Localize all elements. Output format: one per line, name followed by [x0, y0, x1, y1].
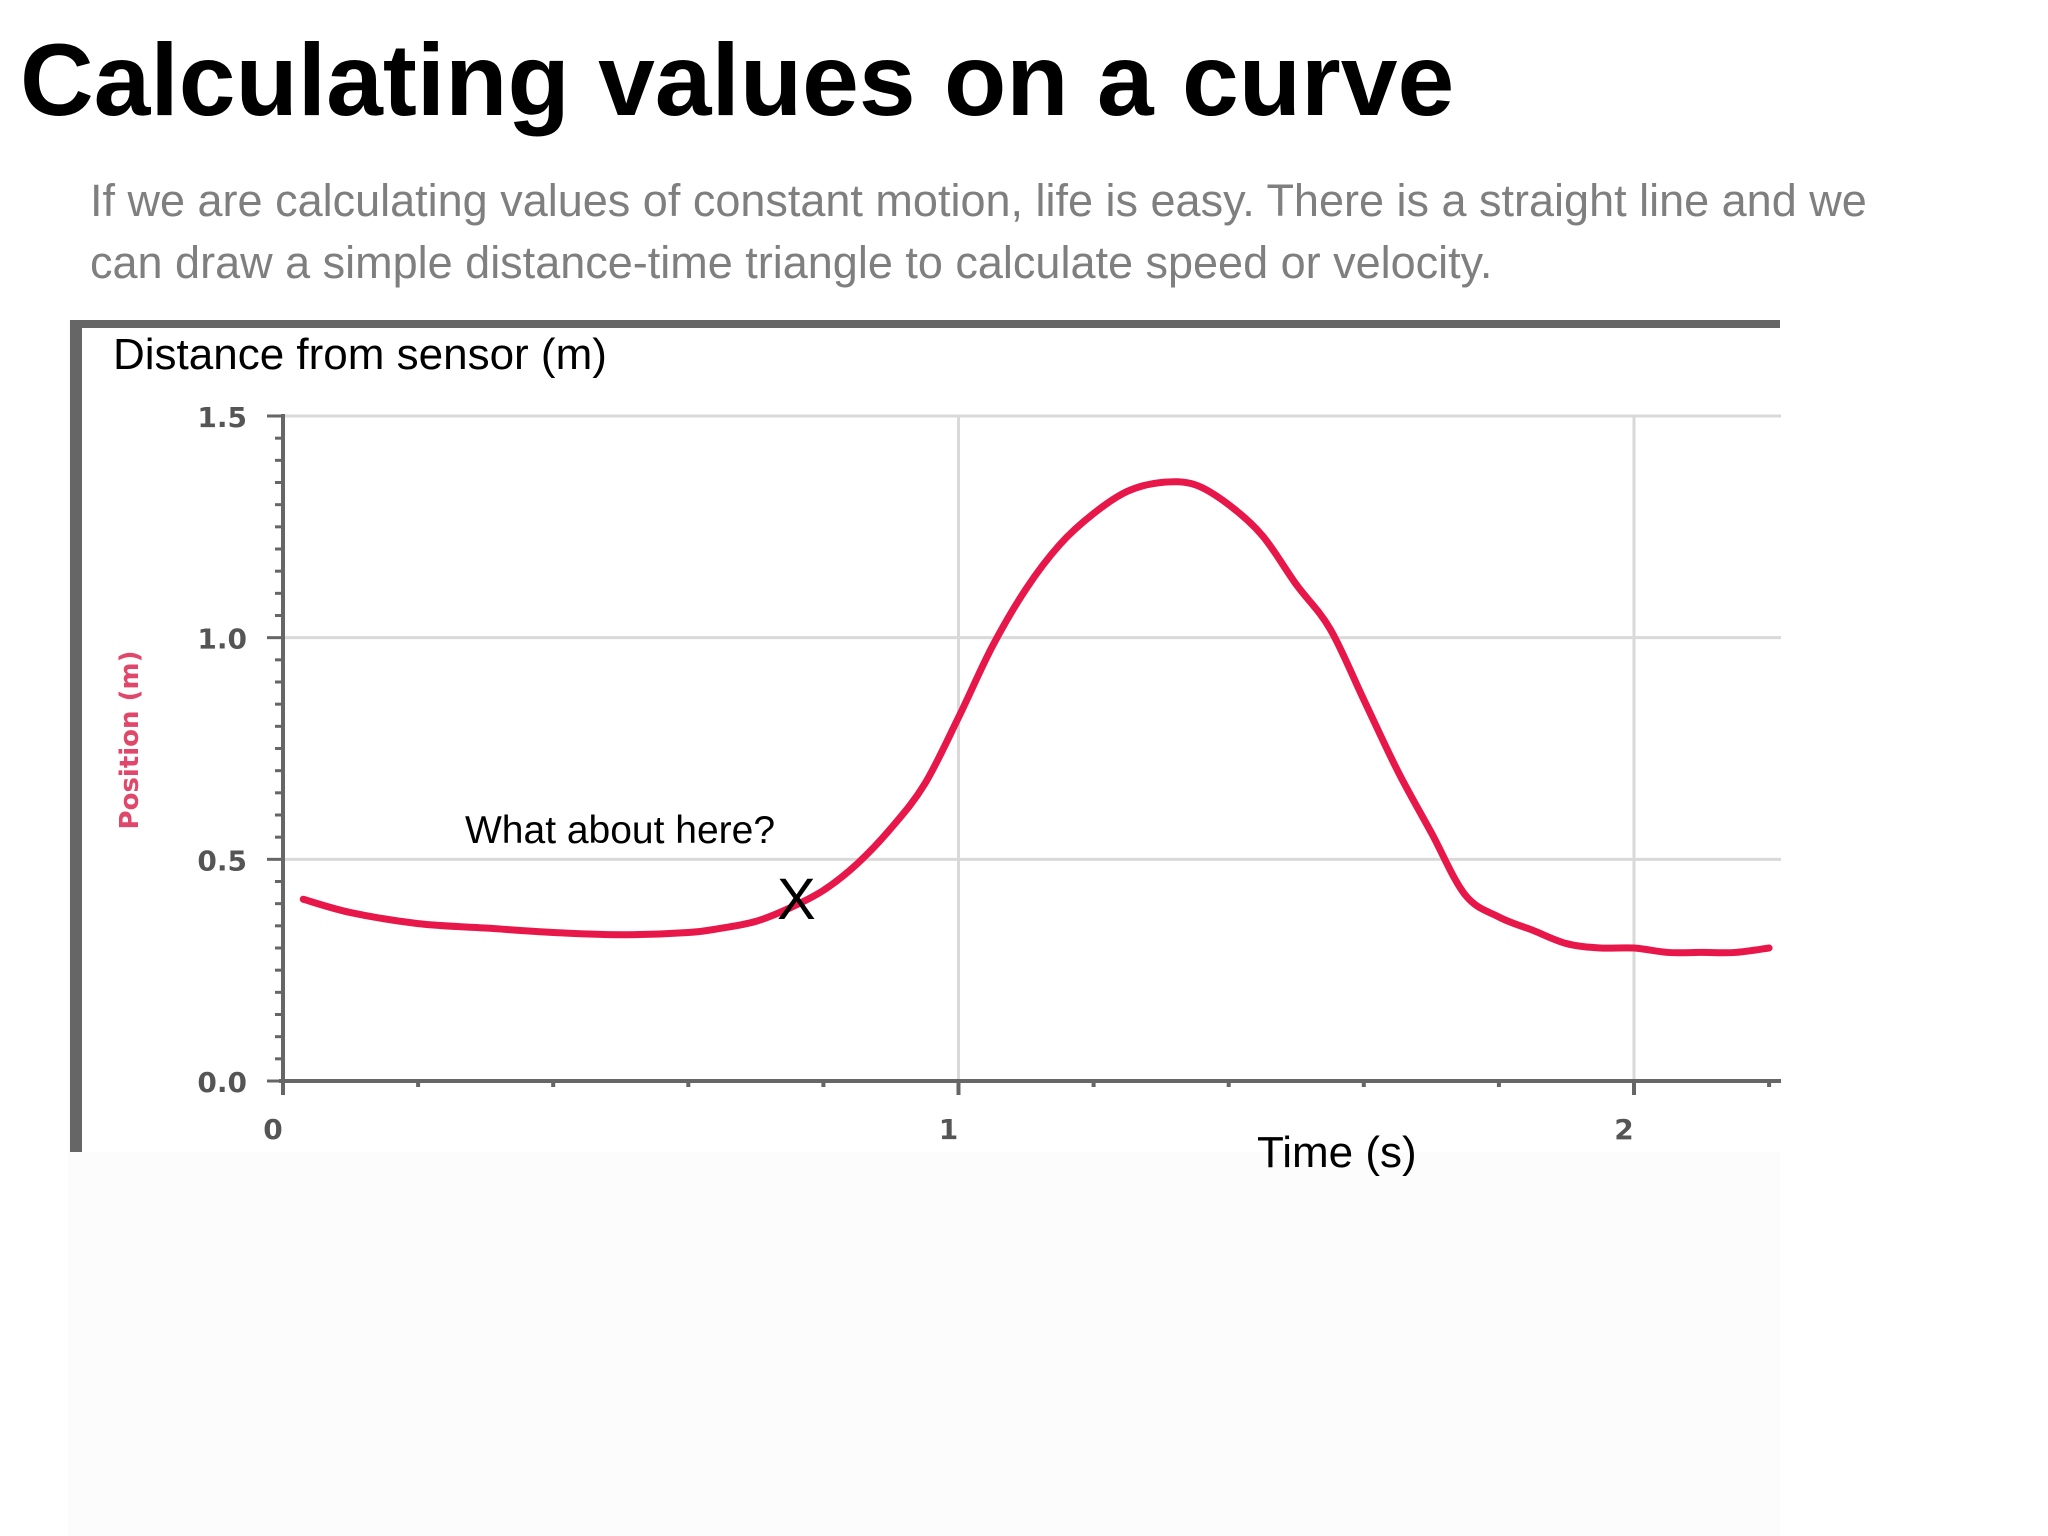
chart-frame-left [70, 320, 82, 1152]
slide-title: Calculating values on a curve [20, 23, 1455, 137]
overlay-y-axis-label: Distance from sensor (m) [113, 330, 607, 379]
y-tick-label: 1.5 [197, 401, 247, 434]
plot-background [82, 328, 1780, 1152]
x-tick-label: 1 [939, 1113, 958, 1146]
y-tick-label: 1.0 [197, 623, 247, 656]
annotation-question: What about here? [465, 809, 775, 852]
chart-frame-top [70, 320, 1780, 328]
x-axis-title: Time (s) [1257, 1128, 1417, 1177]
x-tick-label: 0 [263, 1113, 282, 1146]
data-series [299, 478, 1773, 957]
x-tick-label: 2 [1614, 1113, 1633, 1146]
axes: 0.0 0.5 1.0 1.5 0 1 2 [197, 401, 1781, 1146]
annotation-x-marker: X [777, 867, 816, 932]
position-curve [299, 478, 1773, 957]
grid-lines [283, 414, 1781, 1081]
slide-body-text: If we are calculating values of constant… [90, 175, 1867, 288]
y-tick-label: 0.5 [197, 844, 247, 877]
y-axis-title: Position (m) [115, 651, 145, 830]
y-tick-label: 0.0 [197, 1066, 247, 1099]
